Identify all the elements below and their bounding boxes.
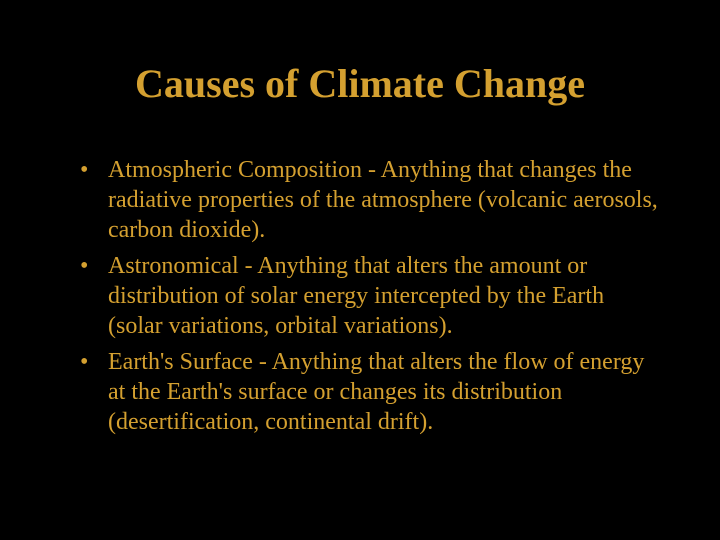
slide-title: Causes of Climate Change [60, 60, 660, 107]
slide: Causes of Climate Change Atmospheric Com… [0, 0, 720, 540]
list-item: Atmospheric Composition - Anything that … [80, 155, 660, 245]
list-item: Earth's Surface - Anything that alters t… [80, 347, 660, 437]
bullet-list: Atmospheric Composition - Anything that … [60, 155, 660, 437]
bullet-text: Atmospheric Composition - Anything that … [108, 157, 658, 243]
bullet-text: Astronomical - Anything that alters the … [108, 253, 604, 339]
list-item: Astronomical - Anything that alters the … [80, 251, 660, 341]
bullet-text: Earth's Surface - Anything that alters t… [108, 349, 644, 435]
